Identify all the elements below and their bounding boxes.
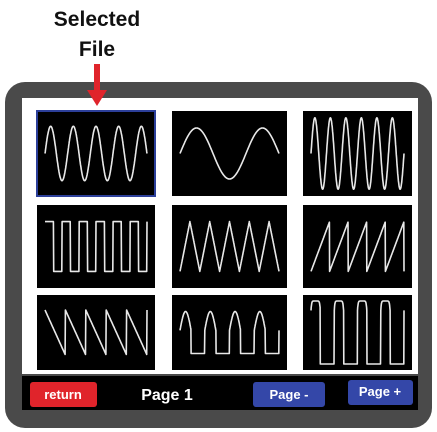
waveform-thumbnail[interactable] xyxy=(36,110,156,197)
waveform xyxy=(179,310,280,355)
callout-line: Selected xyxy=(54,8,140,31)
waveform xyxy=(310,300,405,365)
waveform xyxy=(44,309,148,356)
waveform-thumbnail[interactable] xyxy=(172,205,287,288)
waveform xyxy=(179,220,280,273)
thumbnail-grid xyxy=(36,110,412,370)
waveform xyxy=(44,125,148,182)
waveform xyxy=(310,117,405,190)
page-indicator: Page 1 xyxy=(141,387,193,404)
page-prev-button[interactable] xyxy=(253,382,325,407)
waveform xyxy=(44,220,148,273)
return-label: return xyxy=(44,387,82,402)
waveform xyxy=(179,127,280,180)
arrow-shaft xyxy=(94,64,100,94)
waveform-thumbnail[interactable] xyxy=(172,111,287,196)
waveform xyxy=(310,221,405,273)
page-next-label: Page + xyxy=(359,384,402,399)
page-prev-label: Page - xyxy=(269,387,308,402)
return-button[interactable] xyxy=(30,382,97,407)
page-next-button[interactable] xyxy=(348,380,413,405)
callout-line: File xyxy=(79,38,115,61)
arrow-head xyxy=(87,90,107,106)
